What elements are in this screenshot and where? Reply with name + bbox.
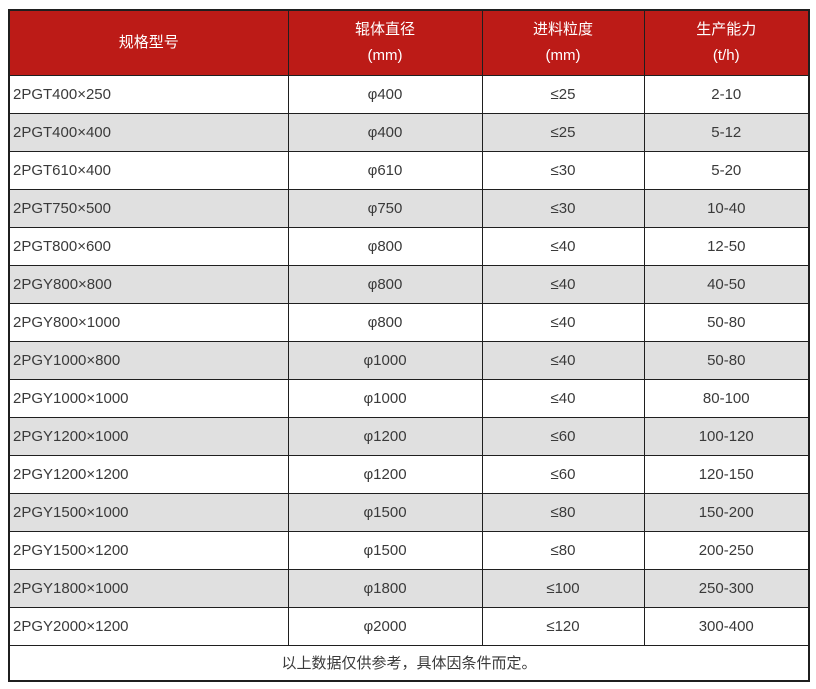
- diameter-cell: φ1000: [287, 378, 483, 418]
- model-cell: 2PGY1800×1000: [8, 568, 289, 608]
- model-cell: 2PGY1000×800: [8, 340, 289, 380]
- capacity-cell: 10-40: [643, 188, 810, 228]
- header-roller-diameter-title: 辊体直径: [354, 20, 415, 38]
- model-cell: 2PGT800×600: [8, 226, 289, 266]
- table-row: 2PGY1800×1000 φ1800 ≤100 250-300: [8, 568, 810, 608]
- capacity-cell: 40-50: [643, 264, 810, 304]
- feed-size-cell: ≤25: [481, 74, 645, 114]
- header-capacity: 生产能力 (t/h): [643, 9, 810, 76]
- model-cell: 2PGY1200×1200: [8, 454, 289, 494]
- feed-size-cell: ≤25: [481, 112, 645, 152]
- feed-size-cell: ≤40: [481, 226, 645, 266]
- header-feed-size-title: 进料粒度: [532, 20, 593, 38]
- diameter-cell: φ1800: [287, 568, 483, 608]
- feed-size-cell: ≤30: [481, 150, 645, 190]
- header-model: 规格型号: [8, 9, 289, 76]
- feed-size-cell: ≤80: [481, 530, 645, 570]
- header-feed-size: 进料粒度 (mm): [481, 9, 645, 76]
- table-row: 2PGY1000×1000 φ1000 ≤40 80-100: [8, 378, 810, 418]
- feed-size-cell: ≤60: [481, 454, 645, 494]
- capacity-cell: 80-100: [643, 378, 810, 418]
- table-header: 规格型号 辊体直径 (mm) 进料粒度 (mm) 生产能力 (t/h): [8, 9, 810, 76]
- diameter-cell: φ1500: [287, 492, 483, 532]
- footer-row: 以上数据仅供参考，具体因条件而定。: [8, 644, 810, 682]
- table-row: 2PGT800×600 φ800 ≤40 12-50: [8, 226, 810, 266]
- table-body: 2PGT400×250 φ400 ≤25 2-10 2PGT400×400 φ4…: [8, 74, 810, 646]
- feed-size-cell: ≤40: [481, 264, 645, 304]
- model-cell: 2PGY1500×1000: [8, 492, 289, 532]
- table-row: 2PGY1500×1200 φ1500 ≤80 200-250: [8, 530, 810, 570]
- table-row: 2PGY1500×1000 φ1500 ≤80 150-200: [8, 492, 810, 532]
- table-row: 2PGY1000×800 φ1000 ≤40 50-80: [8, 340, 810, 380]
- header-capacity-title: 生产能力: [696, 20, 757, 38]
- table-row: 2PGY1200×1200 φ1200 ≤60 120-150: [8, 454, 810, 494]
- capacity-cell: 300-400: [643, 606, 810, 646]
- capacity-cell: 120-150: [643, 454, 810, 494]
- model-cell: 2PGT400×250: [8, 74, 289, 114]
- header-capacity-unit: (t/h): [712, 46, 740, 64]
- table-row: 2PGY2000×1200 φ2000 ≤120 300-400: [8, 606, 810, 646]
- capacity-cell: 200-250: [643, 530, 810, 570]
- capacity-cell: 150-200: [643, 492, 810, 532]
- diameter-cell: φ1500: [287, 530, 483, 570]
- capacity-cell: 250-300: [643, 568, 810, 608]
- model-cell: 2PGY1200×1000: [8, 416, 289, 456]
- diameter-cell: φ800: [287, 302, 483, 342]
- diameter-cell: φ1200: [287, 416, 483, 456]
- table-row: 2PGT610×400 φ610 ≤30 5-20: [8, 150, 810, 190]
- diameter-cell: φ1200: [287, 454, 483, 494]
- feed-size-cell: ≤60: [481, 416, 645, 456]
- diameter-cell: φ800: [287, 264, 483, 304]
- model-cell: 2PGY2000×1200: [8, 606, 289, 646]
- feed-size-cell: ≤80: [481, 492, 645, 532]
- diameter-cell: φ1000: [287, 340, 483, 380]
- table-row: 2PGY800×800 φ800 ≤40 40-50: [8, 264, 810, 304]
- capacity-cell: 5-12: [643, 112, 810, 152]
- diameter-cell: φ750: [287, 188, 483, 228]
- model-cell: 2PGT750×500: [8, 188, 289, 228]
- model-cell: 2PGY800×800: [8, 264, 289, 304]
- capacity-cell: 2-10: [643, 74, 810, 114]
- table-row: 2PGT750×500 φ750 ≤30 10-40: [8, 188, 810, 228]
- feed-size-cell: ≤40: [481, 378, 645, 418]
- diameter-cell: φ2000: [287, 606, 483, 646]
- feed-size-cell: ≤40: [481, 340, 645, 380]
- table-row: 2PGT400×400 φ400 ≤25 5-12: [8, 112, 810, 152]
- footer-note: 以上数据仅供参考，具体因条件而定。: [8, 644, 810, 682]
- model-cell: 2PGT400×400: [8, 112, 289, 152]
- feed-size-cell: ≤30: [481, 188, 645, 228]
- capacity-cell: 100-120: [643, 416, 810, 456]
- diameter-cell: φ400: [287, 74, 483, 114]
- feed-size-cell: ≤40: [481, 302, 645, 342]
- diameter-cell: φ610: [287, 150, 483, 190]
- feed-size-cell: ≤100: [481, 568, 645, 608]
- header-feed-size-unit: (mm): [545, 46, 581, 64]
- header-roller-diameter-unit: (mm): [367, 46, 403, 64]
- feed-size-cell: ≤120: [481, 606, 645, 646]
- model-cell: 2PGY800×1000: [8, 302, 289, 342]
- table-footer: 以上数据仅供参考，具体因条件而定。: [8, 644, 810, 682]
- header-row: 规格型号 辊体直径 (mm) 进料粒度 (mm) 生产能力 (t/h): [8, 9, 810, 76]
- model-cell: 2PGY1000×1000: [8, 378, 289, 418]
- model-cell: 2PGT610×400: [8, 150, 289, 190]
- table-row: 2PGY1200×1000 φ1200 ≤60 100-120: [8, 416, 810, 456]
- header-model-title: 规格型号: [118, 33, 179, 51]
- capacity-cell: 12-50: [643, 226, 810, 266]
- capacity-cell: 5-20: [643, 150, 810, 190]
- diameter-cell: φ800: [287, 226, 483, 266]
- capacity-cell: 50-80: [643, 302, 810, 342]
- header-roller-diameter: 辊体直径 (mm): [287, 9, 483, 76]
- specification-table: 规格型号 辊体直径 (mm) 进料粒度 (mm) 生产能力 (t/h) 2PGT…: [8, 9, 810, 682]
- capacity-cell: 50-80: [643, 340, 810, 380]
- table-row: 2PGT400×250 φ400 ≤25 2-10: [8, 74, 810, 114]
- diameter-cell: φ400: [287, 112, 483, 152]
- table-row: 2PGY800×1000 φ800 ≤40 50-80: [8, 302, 810, 342]
- model-cell: 2PGY1500×1200: [8, 530, 289, 570]
